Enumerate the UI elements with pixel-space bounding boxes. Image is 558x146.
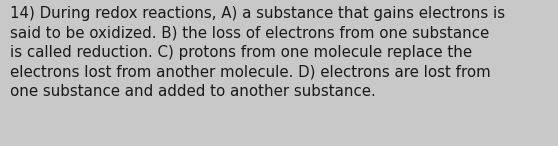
Text: 14) During redox reactions, A) a substance that gains electrons is
said to be ox: 14) During redox reactions, A) a substan… <box>10 6 505 99</box>
